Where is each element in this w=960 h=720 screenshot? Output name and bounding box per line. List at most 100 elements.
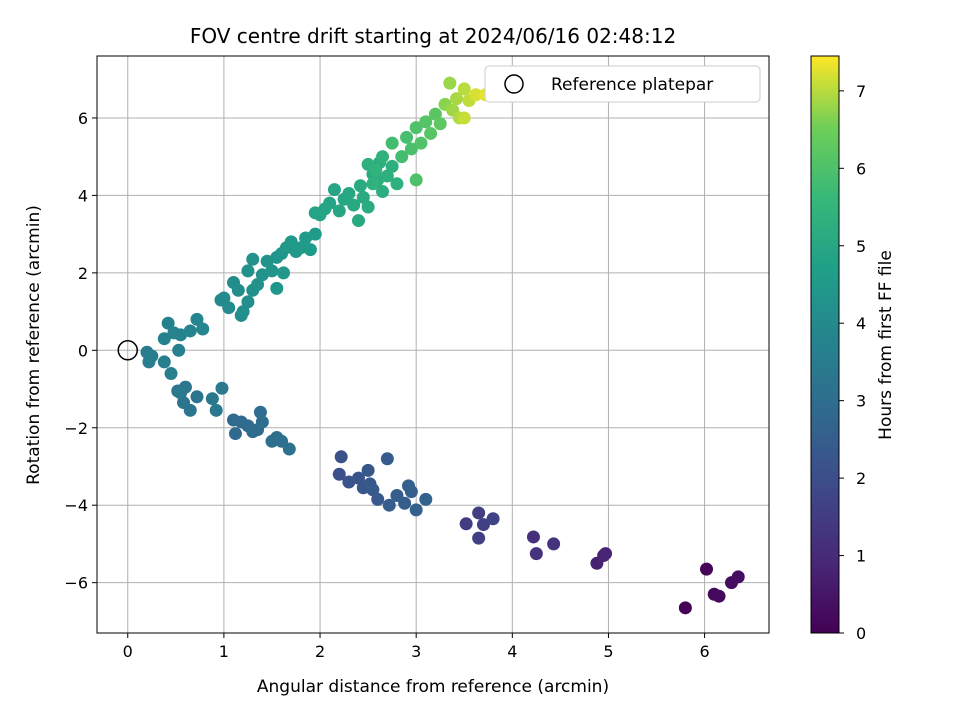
data-point xyxy=(351,214,365,228)
legend-box xyxy=(484,65,761,103)
scatter-points xyxy=(140,76,745,615)
y-tick-label: 0 xyxy=(78,341,88,360)
data-point xyxy=(351,471,365,485)
data-point xyxy=(327,183,341,197)
data-point xyxy=(253,405,267,419)
data-point xyxy=(277,266,291,280)
data-point xyxy=(353,179,367,193)
data-point xyxy=(190,312,204,326)
data-point xyxy=(469,88,483,102)
data-point xyxy=(385,136,399,150)
y-tick-label: −6 xyxy=(64,574,88,593)
chart-title: FOV centre drift starting at 2024/06/16 … xyxy=(190,24,676,48)
data-point xyxy=(599,547,613,561)
data-point xyxy=(303,243,317,257)
data-point xyxy=(157,355,171,369)
data-point xyxy=(356,190,370,204)
data-point xyxy=(236,305,250,319)
data-point xyxy=(700,562,714,576)
colorbar-gradient xyxy=(810,55,840,634)
data-point xyxy=(419,115,433,129)
data-point xyxy=(323,196,337,210)
data-point xyxy=(228,427,242,441)
data-point xyxy=(382,498,396,512)
data-point xyxy=(265,264,279,278)
data-point xyxy=(332,204,346,218)
colorbar-tick-label: 0 xyxy=(856,624,866,643)
data-point xyxy=(308,227,322,241)
data-point xyxy=(409,503,423,517)
data-point xyxy=(486,512,500,526)
colorbar-tick-label: 5 xyxy=(856,237,866,256)
y-tick-label: −4 xyxy=(64,496,88,515)
y-tick-label: 4 xyxy=(78,186,88,205)
data-point xyxy=(433,117,447,131)
data-point xyxy=(380,169,394,183)
data-point xyxy=(161,316,175,330)
data-point xyxy=(380,452,394,466)
data-point xyxy=(215,381,229,395)
plot-frame xyxy=(96,55,770,634)
x-tick-label: 6 xyxy=(699,642,709,661)
grid xyxy=(97,56,769,633)
data-point xyxy=(457,82,471,96)
legend-marker-reference-platepar xyxy=(504,74,524,94)
colorbar-tick-label: 3 xyxy=(856,392,866,411)
data-point xyxy=(361,200,375,214)
data-point xyxy=(157,332,171,346)
data-point xyxy=(459,517,473,531)
data-point xyxy=(385,159,399,173)
data-point xyxy=(334,450,348,464)
x-tick-label: 3 xyxy=(411,642,421,661)
data-point xyxy=(205,392,219,406)
data-point xyxy=(376,150,390,164)
data-point xyxy=(398,496,412,510)
data-point xyxy=(196,322,210,336)
data-point xyxy=(183,324,197,338)
reference-platepar-marker xyxy=(117,340,139,361)
data-point xyxy=(526,530,540,544)
x-tick-label: 5 xyxy=(603,642,613,661)
colorbar-tick-label: 1 xyxy=(856,547,866,566)
data-point xyxy=(547,537,561,551)
data-point xyxy=(529,547,543,561)
data-point xyxy=(414,136,428,150)
data-point xyxy=(369,163,383,177)
colorbar: 0 1 2 3 4 5 6 7 Hours from first FF file xyxy=(810,55,896,643)
legend-entry-reference-platepar: Reference platepar xyxy=(551,75,713,95)
data-point xyxy=(183,403,197,417)
data-point xyxy=(390,177,404,191)
x-axis-label: Angular distance from reference (arcmin) xyxy=(257,677,609,697)
data-point xyxy=(332,467,346,481)
data-point xyxy=(246,252,260,266)
colorbar-tick-label: 6 xyxy=(856,159,866,178)
y-tick-label: −2 xyxy=(64,419,88,438)
data-point xyxy=(217,291,231,305)
data-point xyxy=(428,107,442,121)
data-point xyxy=(395,150,409,164)
data-point xyxy=(270,281,284,295)
data-point xyxy=(209,403,223,417)
colorbar-ticks: 0 1 2 3 4 5 6 7 xyxy=(839,82,866,643)
data-point xyxy=(457,111,471,125)
data-point xyxy=(172,343,186,357)
data-point xyxy=(409,173,423,187)
data-point xyxy=(342,186,356,200)
data-point xyxy=(731,570,745,584)
data-point xyxy=(222,301,236,315)
data-point xyxy=(371,492,385,506)
data-point xyxy=(366,483,380,497)
data-point xyxy=(241,295,255,309)
y-axis-ticks: −6 −4 −2 0 2 4 6 xyxy=(64,109,97,593)
data-point xyxy=(361,463,375,477)
data-point xyxy=(284,235,298,249)
x-tick-label: 1 xyxy=(219,642,229,661)
data-point xyxy=(164,367,178,381)
data-point xyxy=(282,442,296,456)
data-point xyxy=(472,506,486,520)
y-tick-label: 2 xyxy=(78,264,88,283)
data-point xyxy=(400,130,414,144)
y-axis-label: Rotation from reference (arcmin) xyxy=(24,205,44,485)
data-point xyxy=(404,142,418,156)
